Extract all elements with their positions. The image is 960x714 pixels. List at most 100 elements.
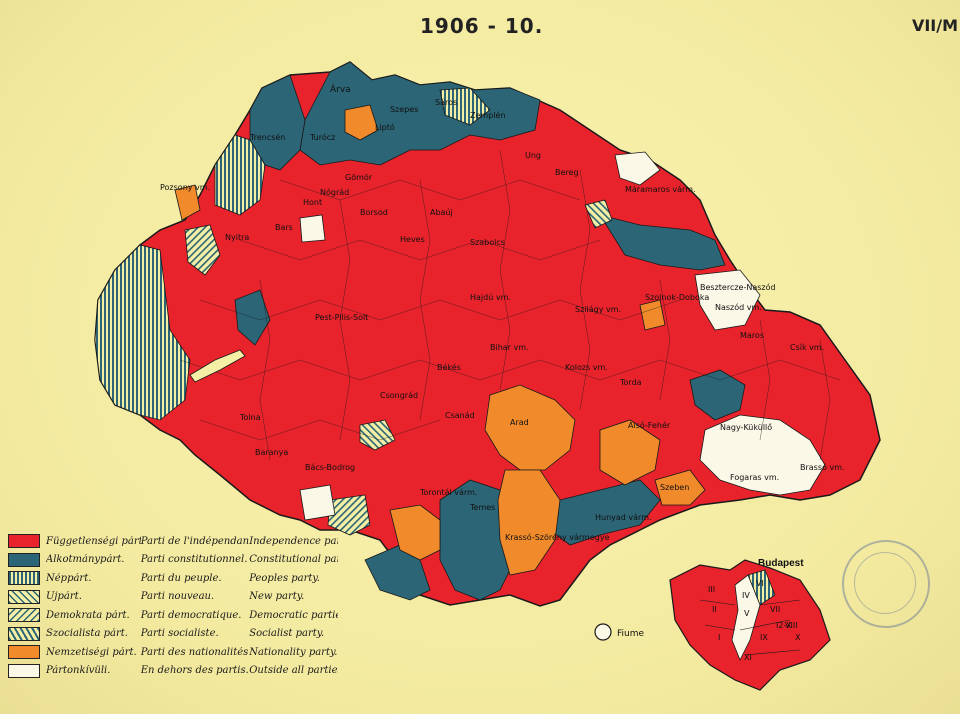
region-outside-south	[299, 484, 336, 521]
county-label-torontal: Torontál várm.	[419, 488, 477, 497]
county-label-csanad: Csanád	[445, 411, 475, 420]
region-nationality-south	[389, 504, 441, 561]
region-nationality-krasso	[497, 469, 561, 576]
legend-label-hu: Nemzetiségi párt.	[46, 646, 137, 658]
lake-balaton	[189, 349, 246, 383]
legend-label-en: Peoples party.	[249, 572, 320, 584]
region-nationality-transylvania	[654, 469, 706, 506]
county-label-hont: Hont	[303, 198, 322, 207]
legend-item-socialist: Szocialista párt. Parti socialiste. Soci…	[8, 625, 338, 644]
region-new-party	[184, 224, 221, 276]
legend-label-hu: Ujpárt.	[46, 591, 82, 603]
county-label-arva: Árva	[330, 83, 351, 95]
legend-label-hu: Demokrata párt.	[46, 609, 130, 621]
legend-item-constitutional: Alkotmánypárt. Parti constitutionnel. Co…	[8, 551, 338, 570]
county-label-abauj: Abaúj	[430, 208, 453, 217]
fiume-circle	[594, 623, 612, 641]
legend-label-en: Independence party.	[249, 535, 338, 547]
county-label-nograd: Nógrád	[320, 187, 349, 197]
district-borders	[179, 149, 841, 461]
county-label-gomor: Gömör	[345, 173, 373, 182]
legend: Függetlenségi párt. Parti de l'indépenda…	[8, 532, 338, 680]
legend-label-en: Nationality party.	[249, 646, 338, 658]
legend-label-hu: Szocialista párt.	[46, 628, 128, 640]
inset-district-12-X: I2-X	[776, 621, 792, 630]
region-nationality-pozsony	[174, 184, 201, 221]
county-label-kolozs: Kolozs vm.	[565, 363, 608, 372]
budapest-inset	[669, 559, 831, 691]
county-label-zemplen: Zemplén	[470, 110, 506, 120]
legend-swatch-peoples	[8, 571, 40, 586]
legend-label-fr: Parti du peuple.	[140, 572, 222, 584]
sheet-number: VII/M	[911, 16, 958, 35]
county-label-torda: Torda	[619, 378, 642, 387]
legend-item-independence: Függetlenségi párt. Parti de l'indépenda…	[8, 532, 338, 551]
region-democratic	[359, 419, 396, 451]
legend-label-fr: En dehors des partis.	[140, 665, 249, 677]
legend-label-fr: Parti democratique.	[140, 609, 242, 621]
legend-swatch-constitutional	[8, 552, 40, 567]
legend-label-hu: Alkotmánypárt.	[46, 554, 125, 566]
inset-district-I: I	[718, 633, 720, 642]
region-constitutional-east	[599, 214, 726, 271]
inset-district-II: II	[712, 605, 717, 614]
legend-swatch-new	[8, 589, 40, 604]
legend-swatch-outside	[8, 663, 40, 678]
legend-item-democratic: Demokrata párt. Parti democratique. Demo…	[8, 606, 338, 625]
legend-label-en: Democratic parties.	[249, 609, 338, 621]
map-title: 1906 - 10.	[420, 14, 544, 38]
legend-swatch-democratic	[8, 608, 40, 623]
county-label-tolna: Tolna	[239, 413, 261, 422]
county-label-bihar: Bihar vm.	[490, 343, 529, 352]
county-label-fogaras: Fogaras vm.	[730, 473, 779, 482]
inset-district-VIII: VIII	[785, 621, 798, 630]
legend-swatch-nationality	[8, 645, 40, 660]
region-socialist	[327, 494, 371, 536]
county-label-maramaros: Máramaros várm.	[625, 185, 696, 194]
county-label-szilagy: Szilágy vm.	[575, 305, 621, 314]
fiume-label: Fiume	[617, 629, 644, 639]
county-label-krasso: Krassó-Szörény vármegye	[505, 532, 610, 542]
inset-title: Budapest	[758, 558, 804, 569]
inset-district-XI: XI	[744, 653, 752, 662]
county-label-bars: Bars	[275, 223, 293, 232]
region-constitutional-transylvania	[689, 369, 746, 421]
region-nationality-east	[599, 419, 661, 486]
county-label-nyitra: Nyitra	[225, 233, 249, 242]
county-label-arad: Arad	[510, 418, 529, 427]
legend-label-fr: Parti nouveau.	[140, 591, 215, 603]
inset-district-VI: VI	[756, 579, 764, 588]
county-label-trencsen: Trencsén	[249, 132, 285, 142]
legend-label-en: Constitutional party.	[249, 554, 338, 566]
county-label-naszod: Naszód vm.	[715, 302, 762, 312]
county-label-brasso: Brassó vm.	[800, 462, 845, 472]
county-label-saros: Sáros	[435, 98, 457, 107]
legend-swatch-independence	[8, 534, 40, 549]
county-label-heves: Heves	[400, 235, 425, 244]
legend-swatch-socialist	[8, 626, 40, 641]
legend-item-peoples: Néppárt. Parti du peuple. Peoples party.	[8, 569, 338, 588]
region-constitutional-northwest	[249, 74, 306, 171]
county-label-hajdu: Hajdú vm.	[470, 293, 511, 302]
county-label-lipto: Liptó	[375, 122, 395, 132]
inset-district-V: V	[744, 609, 750, 618]
county-label-maros: Maros	[740, 331, 764, 340]
legend-item-nationality: Nemzetiségi párt. Parti des nationalités…	[8, 643, 338, 662]
inset-district-III: III	[708, 585, 715, 594]
county-label-szabolcs: Szabolcs	[470, 238, 505, 247]
legend-label-hu: Néppárt.	[46, 572, 92, 584]
legend-label-en: New party.	[249, 591, 305, 603]
region-nationality-banat	[484, 384, 576, 471]
region-peoples-party-west	[94, 244, 191, 421]
county-label-bacs-bodrog: Bács-Bodrog	[305, 463, 355, 472]
region-peoples-party-north	[214, 134, 266, 216]
legend-label-en: Outside all parties.	[249, 665, 338, 677]
county-label-pozsony: Pozsony vm.	[160, 183, 210, 192]
county-label-szepes: Szepes	[390, 105, 418, 114]
region-socialist-2	[584, 199, 613, 229]
inset-district-IX: IX	[760, 633, 768, 642]
county-label-borsod: Borsod	[360, 208, 388, 217]
county-label-csik: Csík vm.	[790, 343, 824, 352]
region-peoples-party-northeast	[439, 87, 491, 126]
